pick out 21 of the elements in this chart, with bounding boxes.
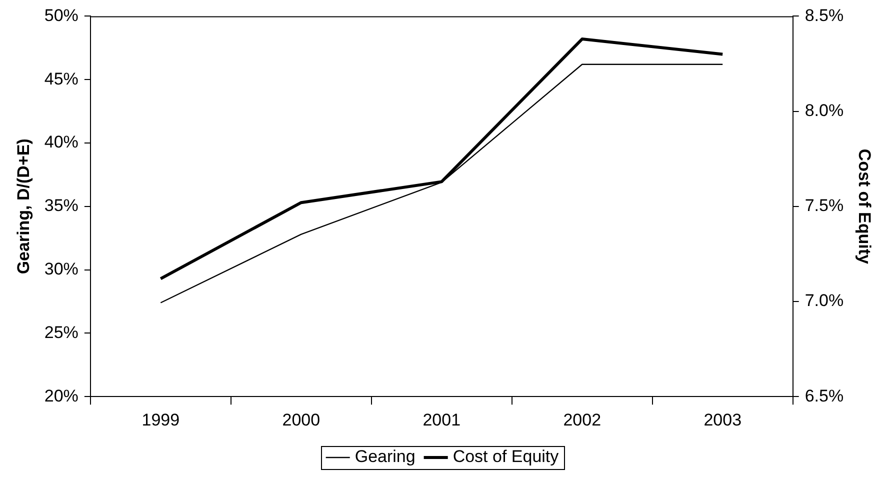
y-tick-label: 35% xyxy=(44,196,78,216)
y2-tick-label: 8.5% xyxy=(804,6,844,25)
x-tick-label: 2000 xyxy=(282,410,320,430)
y-tick-label: 45% xyxy=(44,69,78,88)
y2-tick-label: 7.5% xyxy=(804,196,844,216)
y-tick-label: 50% xyxy=(44,6,78,25)
x-tick-label: 1999 xyxy=(142,410,180,430)
y-axis-title: Gearing, D/(D+E) xyxy=(14,138,33,274)
y2-tick-label: 6.5% xyxy=(804,386,844,406)
y-tick-label: 30% xyxy=(44,259,78,278)
y2-tick-label: 8.0% xyxy=(804,100,844,120)
y-tick-label: 25% xyxy=(44,322,78,342)
x-tick-label: 2003 xyxy=(704,410,742,430)
legend-label: Gearing xyxy=(354,447,416,466)
y-tick-label: 20% xyxy=(44,386,78,406)
x-tick-label: 2001 xyxy=(422,410,461,430)
y2-axis-title: Cost of Equity xyxy=(855,148,874,265)
x-tick-label: 2002 xyxy=(563,410,602,430)
y-tick-label: 40% xyxy=(44,132,78,152)
y2-tick-label: 7.0% xyxy=(804,291,844,310)
legend-label: Cost of Equity xyxy=(452,447,560,466)
